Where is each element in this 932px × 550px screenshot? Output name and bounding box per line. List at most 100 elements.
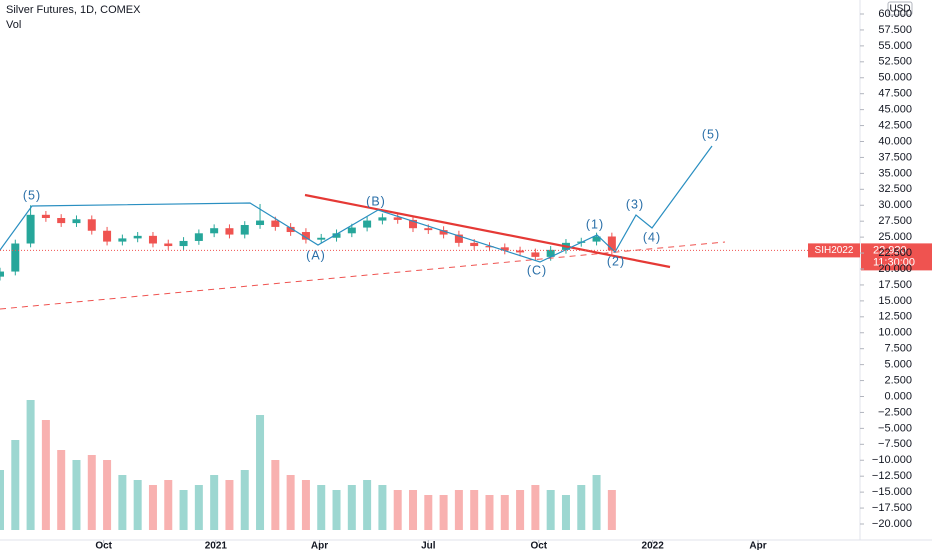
candle-body <box>164 243 173 247</box>
volume-bar <box>87 455 96 530</box>
x-tick-label: Apr <box>311 541 328 550</box>
candle-body <box>133 235 142 239</box>
volume-bar <box>164 480 173 530</box>
volume-bar <box>393 490 402 530</box>
volume-bar <box>194 485 203 530</box>
y-tick-label: 50.000 <box>878 72 912 84</box>
volume-bar <box>286 475 295 530</box>
candle-body <box>500 247 509 251</box>
y-tick-label: 12.500 <box>878 311 912 323</box>
volume-bar <box>11 440 20 530</box>
candle-body <box>439 230 448 235</box>
candle-body <box>363 220 372 228</box>
candle-body <box>332 233 341 238</box>
candle-body <box>87 219 96 231</box>
candle-body <box>301 232 310 240</box>
volume-bar <box>470 490 479 530</box>
candle-body <box>317 237 326 240</box>
trend-line <box>304 193 671 269</box>
y-tick-label: 22.500 <box>878 247 912 259</box>
volume-bar <box>256 415 265 530</box>
y-tick-label: 47.500 <box>878 88 912 100</box>
volume-bar <box>409 490 418 530</box>
y-tick-label: 5.000 <box>884 359 912 371</box>
candle-body <box>103 230 112 242</box>
volume-bar <box>210 475 219 530</box>
candle-body <box>546 249 555 257</box>
candle-body <box>0 271 4 277</box>
volume-bar <box>118 475 127 530</box>
currency-box[interactable] <box>887 1 913 16</box>
volume-bar <box>148 485 157 530</box>
volume-bar <box>577 485 586 530</box>
candle-body <box>286 226 295 233</box>
candle-body <box>470 242 479 247</box>
candle-body <box>485 246 494 248</box>
x-tick-label: Apr <box>749 541 766 550</box>
volume-bar <box>301 480 310 530</box>
candle-body <box>210 228 219 234</box>
wave-label: (2) <box>607 254 625 268</box>
volume-bar <box>317 485 326 530</box>
candle-body <box>118 238 127 242</box>
y-tick-label: 0.000 <box>884 390 912 402</box>
candle-body <box>393 217 402 220</box>
y-tick-label: −15.000 <box>872 486 912 498</box>
candle-body <box>72 219 81 224</box>
y-tick-label: 20.000 <box>878 263 912 275</box>
y-tick-label: 57.500 <box>878 24 912 36</box>
candle-body <box>271 220 280 227</box>
y-tick-label: 10.000 <box>878 327 912 339</box>
x-tick-label: Jul <box>421 541 436 550</box>
x-tick-label: Oct <box>95 541 112 550</box>
volume-bar <box>225 480 234 530</box>
wave-label: (1) <box>586 217 604 231</box>
y-tick-label: −20.000 <box>872 518 912 530</box>
symbol-box <box>808 243 860 258</box>
currency[interactable]: USD <box>889 4 910 15</box>
candle-body <box>516 250 525 253</box>
volume-bar <box>561 495 570 530</box>
volume-bar <box>347 485 356 530</box>
volume-bar <box>424 495 433 530</box>
volume-bar <box>500 495 509 530</box>
volume-bar <box>240 470 249 530</box>
wave-path <box>0 145 713 263</box>
volume-bar <box>72 460 81 530</box>
volume-bar <box>607 490 616 530</box>
volume-bar <box>378 485 387 530</box>
candle-body <box>592 236 601 242</box>
y-tick-label: −5.000 <box>878 422 912 434</box>
candle-body <box>409 219 418 229</box>
y-tick-label: 2.500 <box>884 374 912 386</box>
volume-bar <box>439 495 448 530</box>
candle-body <box>179 240 188 247</box>
candle-body <box>454 234 463 243</box>
volume-bar <box>332 490 341 530</box>
candle-body <box>225 228 234 235</box>
y-tick-label: 15.000 <box>878 295 912 307</box>
candle-body <box>256 220 265 226</box>
y-tick-label: 17.500 <box>878 279 912 291</box>
volume-label: Vol <box>6 19 21 31</box>
y-tick-label: −7.500 <box>878 438 912 450</box>
y-tick-label: −12.500 <box>872 470 912 482</box>
y-tick-label: 25.000 <box>878 231 912 243</box>
volume-bar <box>454 490 463 530</box>
volume-bar <box>26 400 35 530</box>
candle-body <box>378 217 387 221</box>
candle-body <box>194 233 203 241</box>
chart-title: Silver Futures, 1D, COMEX <box>6 4 141 16</box>
y-tick-label: 35.000 <box>878 167 912 179</box>
countdown: 11:30:00 <box>873 256 915 268</box>
x-tick-label: 2021 <box>205 541 228 550</box>
y-tick-label: 37.500 <box>878 151 912 163</box>
candle-body <box>607 236 616 251</box>
y-tick-label: −10.000 <box>872 454 912 466</box>
wave-label: (3) <box>626 197 644 211</box>
y-tick-label: 40.000 <box>878 135 912 147</box>
candle-body <box>57 218 66 224</box>
y-tick-label: −2.500 <box>878 406 912 418</box>
